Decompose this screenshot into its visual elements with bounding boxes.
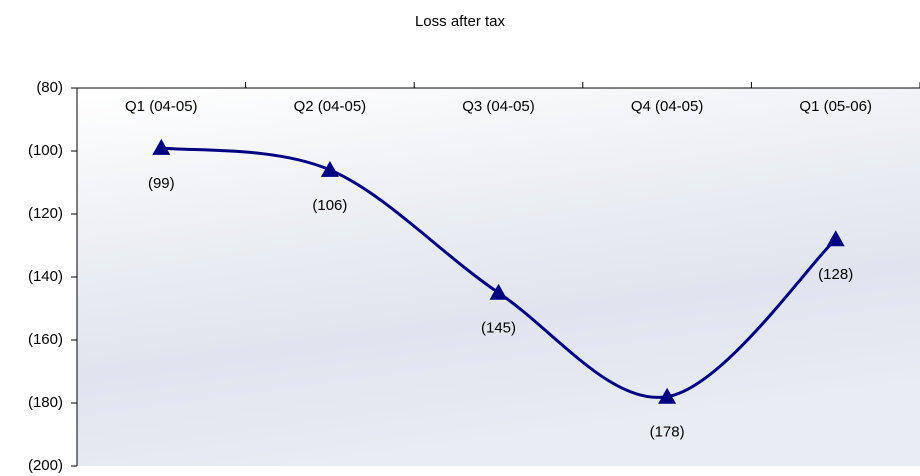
x-tick-label: Q1 (04-05): [125, 98, 198, 115]
y-tick-label: (200): [28, 457, 63, 474]
data-label: (145): [481, 320, 516, 337]
y-tick-label: (160): [28, 331, 63, 348]
y-tick-label: (100): [28, 142, 63, 159]
marker: [826, 230, 845, 247]
x-tick-label: Q1 (05-06): [799, 98, 872, 115]
x-tick-label: Q3 (04-05): [462, 98, 535, 115]
marker: [658, 387, 677, 404]
marker: [320, 160, 339, 177]
plot-background: [77, 88, 920, 466]
data-label: (106): [312, 197, 347, 214]
y-tick-label: (80): [36, 79, 63, 96]
x-tick-label: Q2 (04-05): [294, 98, 367, 115]
data-label: (99): [148, 175, 175, 192]
y-tick-label: (120): [28, 205, 63, 222]
marker: [152, 138, 171, 155]
y-tick-label: (140): [28, 268, 63, 285]
chart-title: Loss after tax: [415, 13, 506, 30]
y-tick-label: (180): [28, 394, 63, 411]
data-label: (128): [818, 266, 853, 283]
x-tick-label: Q4 (04-05): [631, 98, 704, 115]
marker: [489, 283, 508, 300]
data-label: (178): [650, 424, 685, 441]
